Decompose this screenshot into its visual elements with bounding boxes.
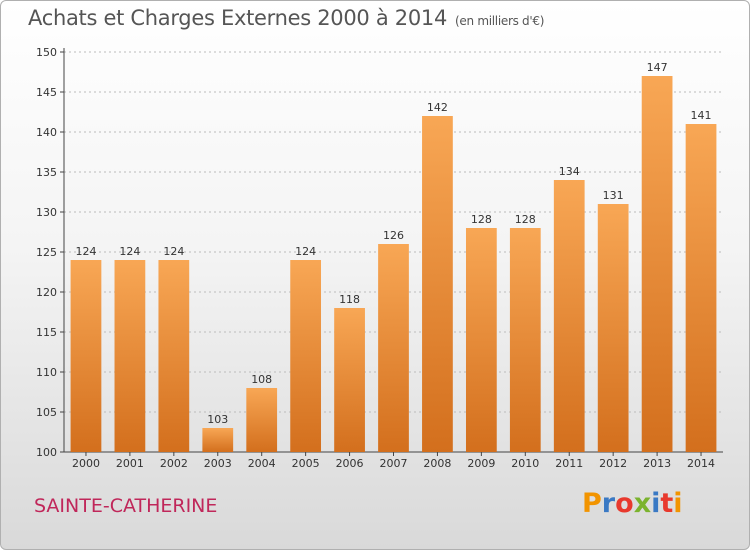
data-label-2011: 134 <box>559 165 580 178</box>
logo-letter: i <box>673 488 683 519</box>
x-tick-label: 2005 <box>292 457 320 470</box>
x-tick-label: 2014 <box>687 457 715 470</box>
data-label-2002: 124 <box>163 245 184 258</box>
logo-letter: P <box>582 488 602 519</box>
data-label-2006: 118 <box>339 293 360 306</box>
bar-2000 <box>70 260 102 452</box>
logo-letter: o <box>615 488 634 519</box>
bar-2008 <box>422 116 453 452</box>
y-tick-label: 100 <box>36 446 57 459</box>
bar-2005 <box>290 260 322 452</box>
x-tick-label: 2001 <box>116 457 144 470</box>
y-tick-label: 120 <box>36 286 57 299</box>
place-name: SAINTE-CATHERINE <box>34 495 218 517</box>
logo-letter: r <box>601 488 616 519</box>
x-tick-label: 2002 <box>160 457 188 470</box>
y-tick-label: 150 <box>36 46 57 59</box>
bar-2004 <box>246 388 278 452</box>
x-tick-label: 2004 <box>248 457 276 470</box>
bar-2001 <box>114 260 146 452</box>
y-tick-label: 130 <box>36 206 57 219</box>
data-label-2012: 131 <box>603 189 624 202</box>
bar-2003 <box>202 428 234 452</box>
x-tick-label: 2007 <box>380 457 408 470</box>
bar-2012 <box>597 204 629 452</box>
bar-2006 <box>334 308 365 452</box>
bar-2010 <box>509 228 541 452</box>
bar-2013 <box>641 76 673 452</box>
title-unit: (en milliers d'€) <box>455 14 545 28</box>
x-tick-label: 2012 <box>599 457 627 470</box>
bar-2014 <box>685 124 717 452</box>
data-label-2004: 108 <box>251 373 272 386</box>
y-tick-label: 105 <box>36 406 57 419</box>
x-tick-label: 2013 <box>643 457 671 470</box>
logo-letter: i <box>651 488 661 519</box>
data-label-2000: 124 <box>75 245 96 258</box>
data-label-2001: 124 <box>119 245 140 258</box>
x-tick-label: 2003 <box>204 457 232 470</box>
x-tick-label: 2011 <box>555 457 583 470</box>
bar-2007 <box>378 244 409 452</box>
data-label-2014: 141 <box>691 109 712 122</box>
y-tick-label: 145 <box>36 86 57 99</box>
y-tick-label: 140 <box>36 126 57 139</box>
data-label-2013: 147 <box>647 61 668 74</box>
bar-2009 <box>465 228 497 452</box>
data-label-2010: 128 <box>515 213 536 226</box>
x-tick-label: 2006 <box>336 457 364 470</box>
y-tick-label: 125 <box>36 246 57 259</box>
data-label-2007: 126 <box>383 229 404 242</box>
x-tick-label: 2000 <box>72 457 100 470</box>
x-tick-label: 2009 <box>467 457 495 470</box>
data-label-2009: 128 <box>471 213 492 226</box>
title-text: Achats et Charges Externes 2000 à 2014 <box>28 6 448 30</box>
proxiti-logo: Proxiti <box>582 488 683 519</box>
y-tick-label: 135 <box>36 166 57 179</box>
x-tick-label: 2010 <box>511 457 539 470</box>
chart-title: Achats et Charges Externes 2000 à 2014 (e… <box>28 6 544 30</box>
y-tick-label: 110 <box>36 366 57 379</box>
data-label-2003: 103 <box>207 413 228 426</box>
logo-letter: x <box>633 488 652 519</box>
logo-letter: t <box>660 488 674 519</box>
y-tick-label: 115 <box>36 326 57 339</box>
data-label-2005: 124 <box>295 245 316 258</box>
data-label-2008: 142 <box>427 101 448 114</box>
bar-2002 <box>158 260 190 452</box>
bar-2011 <box>553 180 585 452</box>
x-tick-label: 2008 <box>423 457 451 470</box>
